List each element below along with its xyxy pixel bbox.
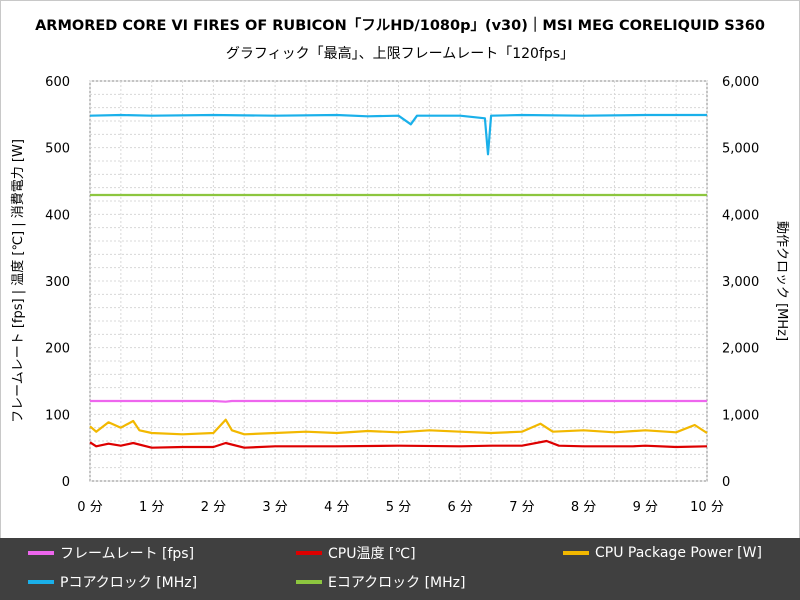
y-tick-label-right: 3,000	[722, 275, 759, 290]
y-axis-left-label: フレームレート [fps] | 温度 [℃] | 消費電力 [W]	[10, 139, 26, 423]
legend-swatch	[28, 551, 54, 555]
y-tick-label-left: 300	[45, 275, 70, 290]
series-line-0	[90, 399, 707, 403]
x-tick-label: 0 分	[77, 500, 102, 515]
chart-svg: ARMORED CORE VI FIRES OF RUBICON「フルHD/10…	[10, 16, 789, 515]
x-tick-label: 2 分	[201, 500, 226, 515]
y-tick-label-left: 600	[45, 75, 70, 90]
y-tick-label-left: 400	[45, 208, 70, 223]
tick-labels: 0 分 1 分 2 分 3 分 4 分 5 分 6 分 7 分 8 分 9 分 10 分 0 100 20…	[45, 75, 759, 515]
chart-title: ARMORED CORE VI FIRES OF RUBICON「フルHD/10…	[35, 16, 765, 34]
series-line-1	[89, 439, 708, 449]
x-tick-label: 7 分	[509, 500, 534, 515]
y-tick-label-right: 6,000	[722, 75, 759, 90]
legend-swatch	[296, 580, 322, 584]
legend-item: CPU温度 [℃]	[296, 542, 416, 564]
x-tick-label: 4 分	[324, 500, 349, 515]
y-tick-label-left: 0	[62, 475, 70, 490]
x-tick-label: 1 分	[139, 500, 164, 515]
x-tick-label: 6 分	[447, 500, 472, 515]
x-tick-label: 5 分	[386, 500, 411, 515]
y-tick-label-right: 4,000	[722, 208, 759, 223]
series-group	[89, 113, 708, 449]
grid-lines	[89, 80, 708, 482]
y-tick-label-right: 5,000	[722, 142, 759, 157]
legend-label: CPU Package Power [W]	[595, 545, 762, 561]
legend-swatch	[563, 551, 589, 555]
legend-label: Eコアクロック [MHz]	[328, 575, 466, 591]
legend: フレームレート [fps] CPU温度 [℃] CPU Package Power …	[0, 538, 800, 600]
y-tick-label-right: 2,000	[722, 342, 759, 357]
y-tick-label-left: 200	[45, 342, 70, 357]
x-tick-label: 3 分	[262, 500, 287, 515]
legend-swatch	[28, 580, 54, 584]
y-axis-right-label: 動作クロック [MHz]	[774, 221, 789, 341]
legend-label: CPU温度 [℃]	[328, 546, 416, 562]
legend-swatch	[296, 551, 322, 555]
chart-subtitle: グラフィック「最高」、上限フレームレート「120fps」	[226, 45, 574, 62]
x-tick-label: 9 分	[633, 500, 658, 515]
legend-label: フレームレート [fps]	[60, 546, 195, 562]
x-tick-label: 10 分	[690, 500, 724, 515]
y-tick-label-right: 1,000	[722, 408, 759, 423]
legend-label: Pコアクロック [MHz]	[60, 575, 198, 591]
series-line-2	[89, 418, 708, 436]
legend-item: CPU Package Power [W]	[563, 542, 762, 564]
x-tick-label: 8 分	[571, 500, 596, 515]
y-tick-label-left: 100	[45, 408, 70, 423]
legend-item: フレームレート [fps]	[28, 542, 194, 564]
legend-item: Pコアクロック [MHz]	[28, 571, 197, 593]
y-tick-label-right: 0	[722, 475, 730, 490]
y-tick-label-left: 500	[45, 142, 70, 157]
series-line-3	[89, 113, 707, 156]
legend-item: Eコアクロック [MHz]	[296, 571, 465, 593]
